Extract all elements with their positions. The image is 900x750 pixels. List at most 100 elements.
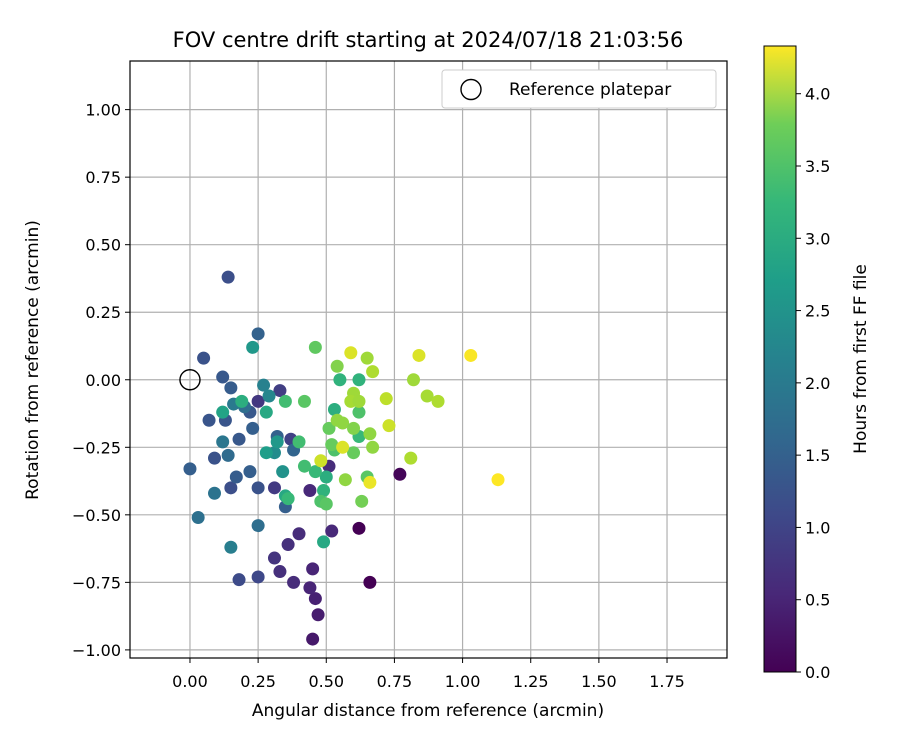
y-tick-label: −0.50 <box>72 506 121 525</box>
data-point <box>404 451 418 465</box>
data-point <box>216 405 230 419</box>
data-point <box>297 459 311 473</box>
data-point <box>202 413 216 427</box>
data-point <box>306 632 320 646</box>
data-point <box>251 481 265 495</box>
data-point <box>273 565 287 579</box>
data-point <box>183 462 197 476</box>
data-point <box>278 394 292 408</box>
data-point <box>360 351 374 365</box>
data-point <box>363 575 377 589</box>
data-point <box>352 394 366 408</box>
y-tick-label: 0.25 <box>85 303 121 322</box>
data-point <box>208 451 222 465</box>
data-point <box>224 381 238 395</box>
legend-reference-marker <box>460 78 482 101</box>
data-point <box>262 389 276 403</box>
data-point <box>303 581 317 595</box>
data-point <box>322 421 336 435</box>
x-tick-label: 0.75 <box>377 672 413 691</box>
data-point <box>363 475 377 489</box>
data-point <box>224 481 238 495</box>
data-point <box>338 473 352 487</box>
data-point <box>336 416 350 430</box>
data-point <box>327 402 341 416</box>
data-point <box>319 470 333 484</box>
data-point <box>221 270 235 284</box>
x-tick-label: 0.50 <box>308 672 344 691</box>
chart-title: FOV centre drift starting at 2024/07/18 … <box>173 28 684 52</box>
data-point <box>246 340 260 354</box>
x-tick-label: 1.50 <box>581 672 617 691</box>
data-point <box>251 394 265 408</box>
data-point <box>251 519 265 533</box>
data-point <box>319 497 333 511</box>
data-point <box>267 551 281 565</box>
data-point <box>308 340 322 354</box>
x-axis-ticks: 0.00 0.25 0.50 0.75 1.00 1.25 1.50 1.75 <box>172 658 685 691</box>
data-point <box>281 492 295 506</box>
data-point <box>221 448 235 462</box>
data-point <box>243 465 257 479</box>
data-point <box>287 575 301 589</box>
data-point <box>382 419 396 433</box>
colorbar-ticks: 0.0 0.5 1.0 1.5 2.0 2.5 3.0 3.5 4.0 <box>796 85 830 682</box>
colorbar-label: Hours from first FF file <box>851 264 871 454</box>
colorbar-tick-label: 0.5 <box>805 591 830 610</box>
x-tick-label: 1.75 <box>649 672 685 691</box>
data-point <box>464 348 478 362</box>
data-point <box>251 327 265 341</box>
y-tick-label: 0.50 <box>85 236 121 255</box>
colorbar-tick-label: 3.5 <box>805 157 830 176</box>
data-point <box>297 394 311 408</box>
colorbar: 0.0 0.5 1.0 1.5 2.0 2.5 3.0 3.5 4.0 Hours from f… <box>763 45 871 682</box>
data-point <box>281 538 295 552</box>
data-point <box>257 378 271 392</box>
y-tick-label: 1.00 <box>85 101 121 120</box>
data-point <box>229 470 243 484</box>
data-point <box>292 527 306 541</box>
y-tick-label: −1.00 <box>72 641 121 660</box>
x-tick-label: 1.25 <box>513 672 549 691</box>
data-point <box>308 592 322 606</box>
legend-entry-label: Reference platepar <box>509 80 671 100</box>
colorbar-gradient <box>763 45 797 673</box>
colorbar-tick-label: 2.0 <box>805 374 830 393</box>
data-point <box>344 346 358 360</box>
y-axis-ticks: 1.00 0.75 0.50 0.25 0.00 −0.25 −0.50 −0.75 −1.00 <box>72 101 130 660</box>
data-point <box>366 365 380 379</box>
x-tick-label: 1.00 <box>445 672 481 691</box>
colorbar-tick-label: 4.0 <box>805 85 830 104</box>
data-point <box>325 524 339 538</box>
data-point <box>251 570 265 584</box>
legend-box <box>441 69 717 109</box>
data-point <box>352 405 366 419</box>
data-point <box>366 440 380 454</box>
data-point <box>292 435 306 449</box>
data-point <box>317 535 331 549</box>
data-point <box>308 465 322 479</box>
x-axis-label: Angular distance from reference (arcmin) <box>252 701 604 721</box>
data-point <box>420 389 434 403</box>
data-point <box>216 435 230 449</box>
colorbar-tick-label: 2.5 <box>805 302 830 321</box>
data-point <box>216 370 230 384</box>
data-point <box>336 440 350 454</box>
data-point <box>311 608 325 622</box>
data-point <box>314 454 328 468</box>
colorbar-tick-label: 1.0 <box>805 518 830 537</box>
data-point <box>276 465 290 479</box>
data-point <box>197 351 211 365</box>
data-points <box>183 270 505 646</box>
data-point <box>267 481 281 495</box>
colorbar-tick-label: 0.0 <box>805 663 830 682</box>
data-point <box>412 348 426 362</box>
data-point <box>259 405 273 419</box>
legend: Reference platepar <box>441 69 717 109</box>
y-tick-label: −0.25 <box>72 438 121 457</box>
colorbar-tick-label: 1.5 <box>805 446 830 465</box>
data-point <box>246 421 260 435</box>
data-point <box>317 484 331 498</box>
data-point <box>273 384 287 398</box>
y-tick-label: 0.00 <box>85 371 121 390</box>
